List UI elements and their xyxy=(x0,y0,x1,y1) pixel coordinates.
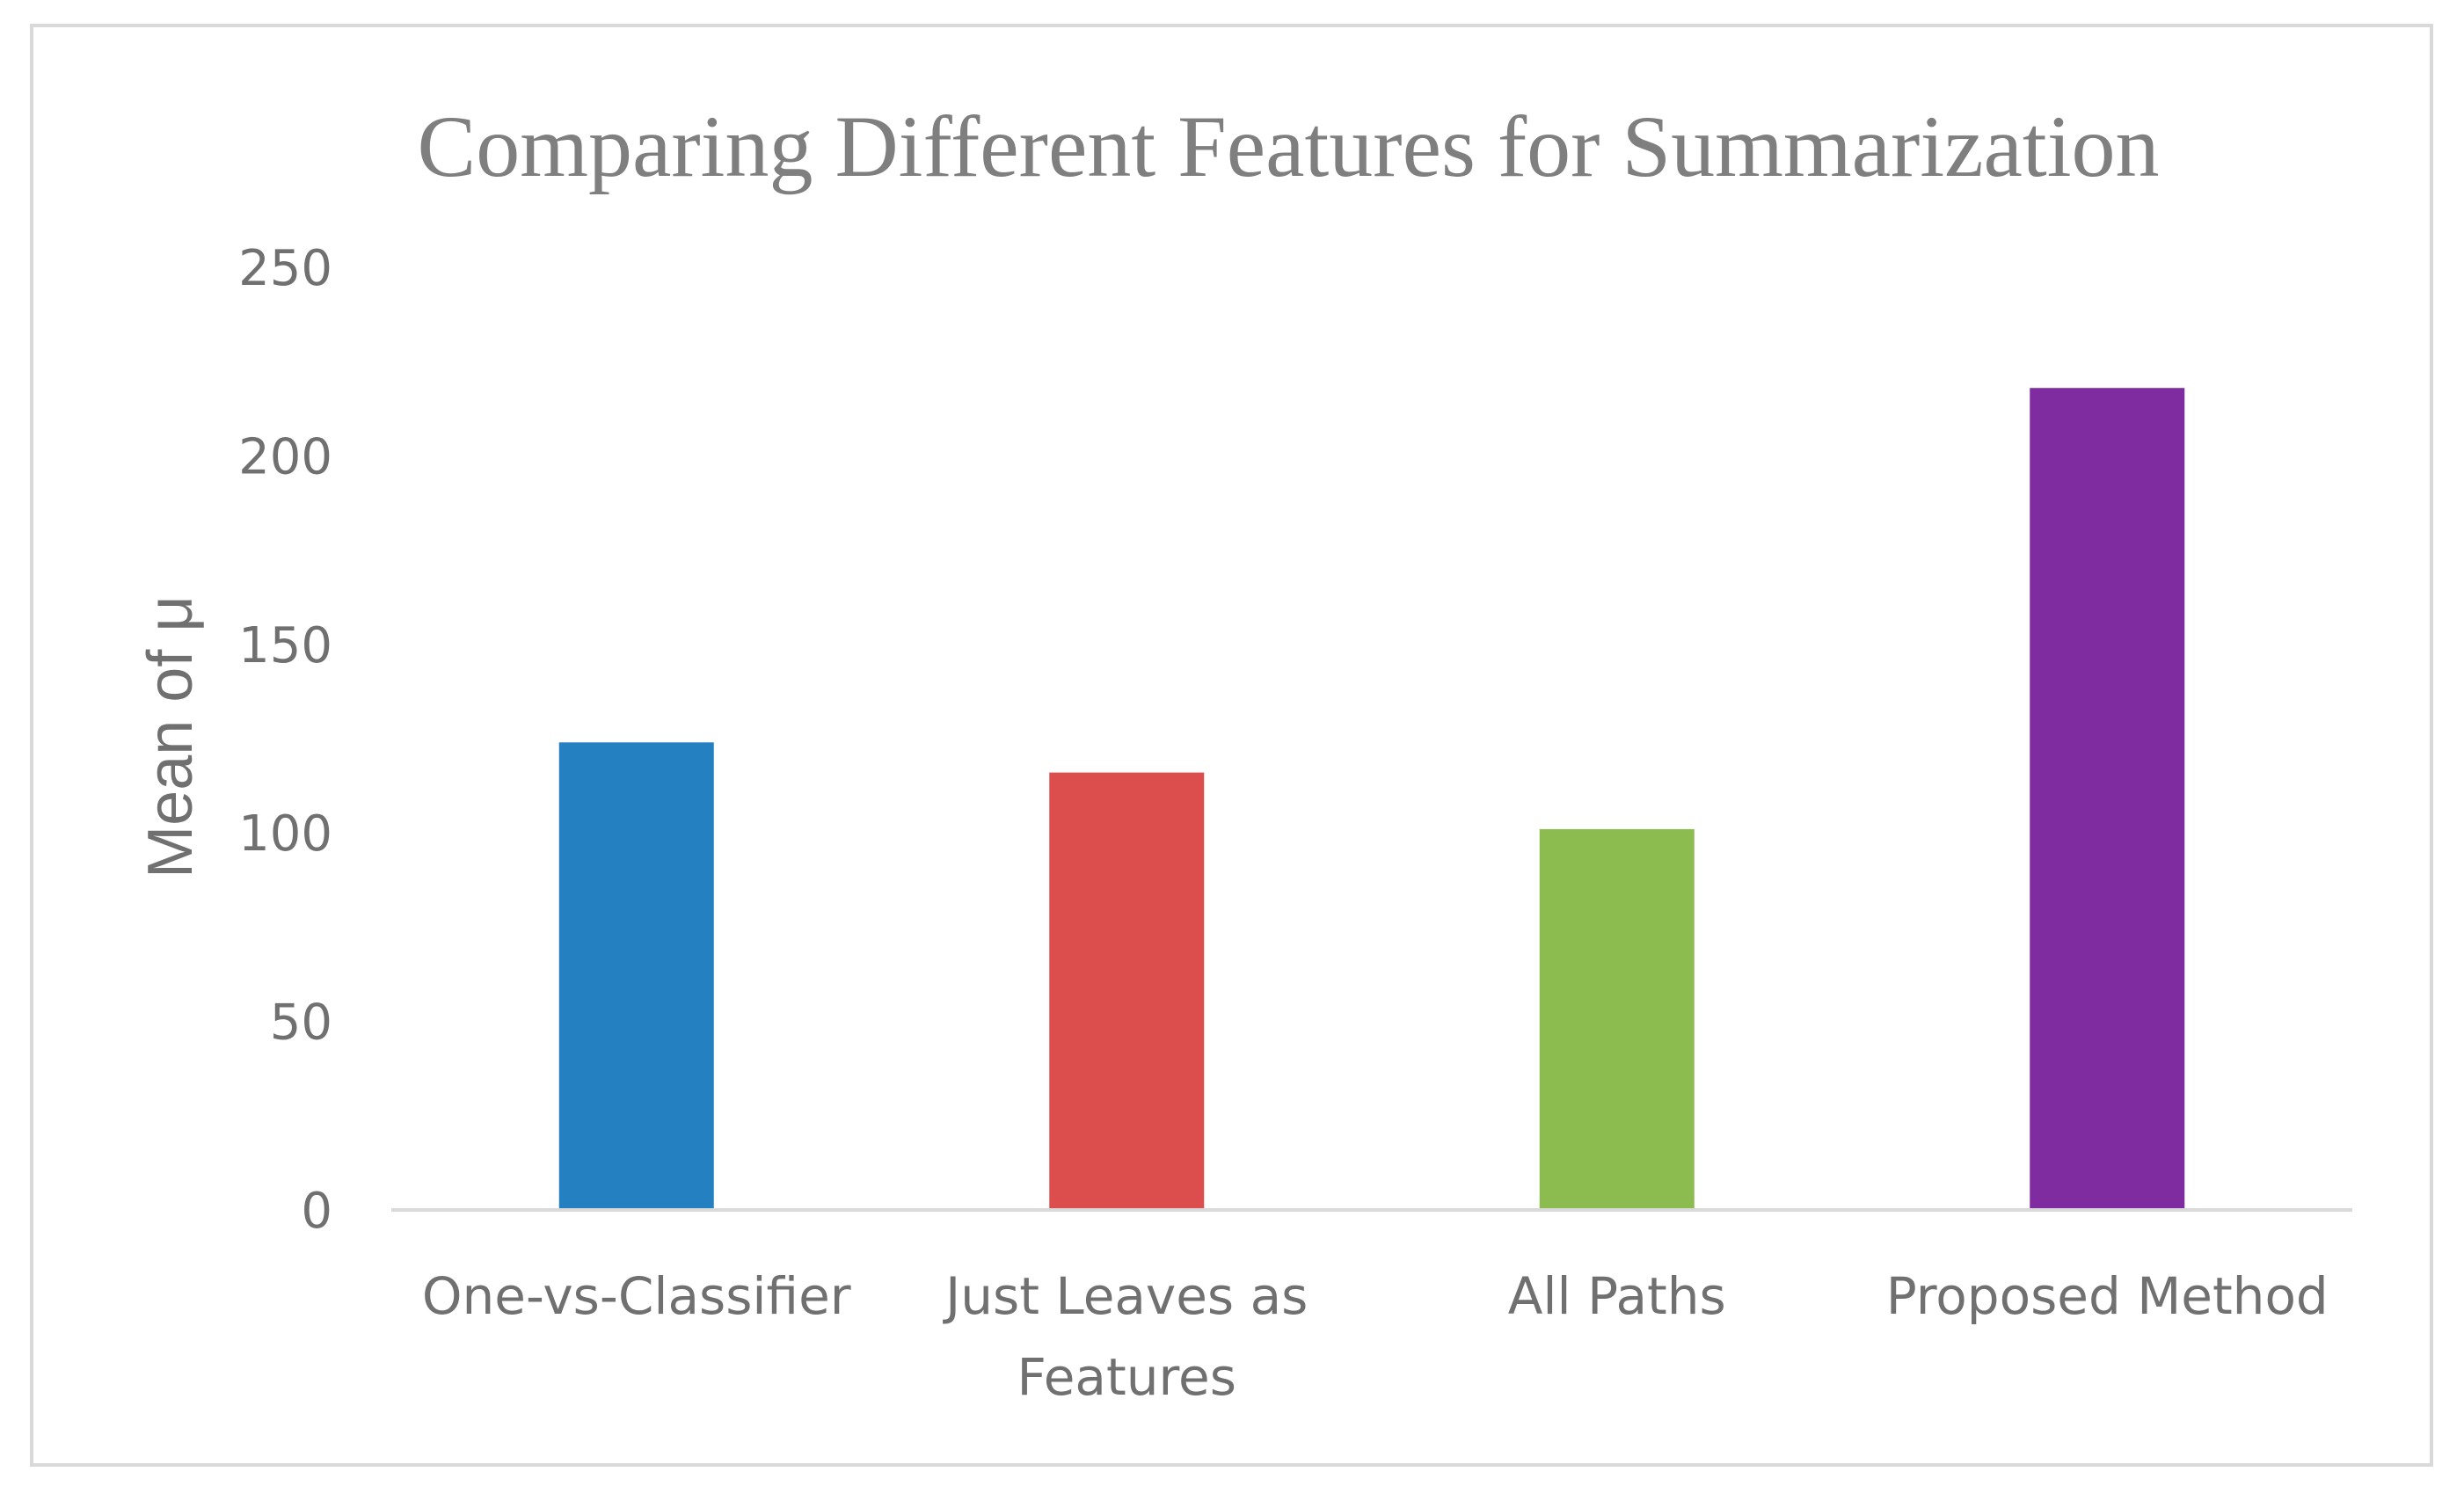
x-category-label: Just Leaves as xyxy=(943,1266,1308,1326)
bar-one-vs-classifier xyxy=(558,742,714,1210)
x-category-label: Proposed Method xyxy=(1886,1266,2329,1326)
x-category-label: One-vs-Classifier xyxy=(422,1266,851,1326)
y-axis-ticks: 0 50 100 150 200 250 xyxy=(238,240,332,1240)
y-tick-label: 50 xyxy=(270,995,332,1052)
bar-just-leaves-as-features xyxy=(1049,772,1205,1210)
y-axis-label: Mean of μ xyxy=(135,595,206,878)
bars-group xyxy=(558,388,2185,1210)
y-tick-label: 0 xyxy=(301,1183,332,1240)
y-tick-label: 250 xyxy=(238,240,332,297)
bar-all-paths xyxy=(1539,828,1695,1210)
x-axis-category-labels: One-vs-Classifier Just Leaves as Features A… xyxy=(422,1266,2329,1407)
bar-proposed-method xyxy=(2030,388,2185,1210)
x-category-label: Features xyxy=(1017,1347,1236,1407)
y-tick-label: 200 xyxy=(238,428,332,485)
y-tick-label: 100 xyxy=(238,805,332,863)
x-category-label: All Paths xyxy=(1508,1266,1726,1326)
y-tick-label: 150 xyxy=(238,617,332,674)
chart-title: Comparing Different Features for Summari… xyxy=(418,98,2160,195)
